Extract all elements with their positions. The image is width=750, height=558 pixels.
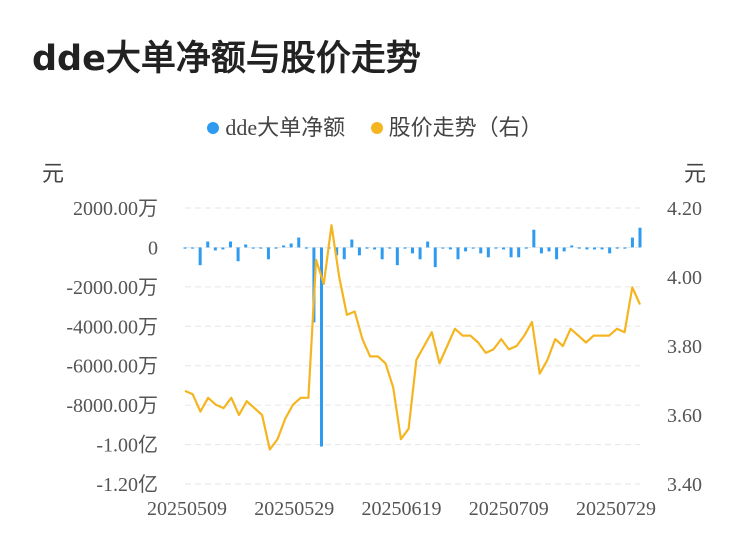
bar <box>494 247 498 249</box>
bar <box>221 247 225 250</box>
bar <box>630 237 634 248</box>
bar <box>608 247 612 254</box>
left-tick-label: -1.20亿 <box>96 473 158 496</box>
legend-dot-price <box>370 121 383 134</box>
bar <box>191 247 195 249</box>
x-tick-label: 20250729 <box>576 498 656 520</box>
bar <box>615 247 619 249</box>
bar <box>183 247 187 249</box>
bar <box>229 241 232 248</box>
line-series <box>184 224 642 451</box>
bar <box>365 247 369 249</box>
bar <box>251 247 255 249</box>
right-tick-label: 4.20 <box>667 198 702 220</box>
bar <box>441 247 445 249</box>
bar <box>502 247 505 250</box>
bar <box>600 247 604 250</box>
x-axis-ticks: 20250509 20250529 20250619 20250709 20250729 <box>147 498 656 520</box>
bar <box>448 247 452 250</box>
bar <box>517 247 521 258</box>
bar <box>509 247 513 258</box>
bar <box>426 241 430 248</box>
chart-title: dde大单净额与股价走势 <box>32 39 421 79</box>
legend-item-price[interactable]: 股价走势（右） <box>370 110 543 142</box>
bar <box>342 247 346 260</box>
bar <box>411 247 414 254</box>
bar-series <box>183 227 642 447</box>
bar <box>236 247 240 262</box>
bar <box>418 247 422 260</box>
right-tick-label: 3.60 <box>667 405 702 427</box>
bar <box>373 247 377 250</box>
bar <box>403 247 407 249</box>
legend-dot-dde <box>207 121 220 134</box>
x-tick-label: 20250709 <box>469 498 549 520</box>
bar <box>320 247 323 447</box>
bar <box>623 247 627 249</box>
bar <box>577 247 581 249</box>
bar <box>433 247 437 268</box>
left-tick-label: -2000.00万 <box>66 277 158 299</box>
bar <box>380 247 384 260</box>
left-tick-label: -8000.00万 <box>66 395 158 417</box>
bar <box>585 247 589 250</box>
bar <box>395 247 399 266</box>
bar <box>471 247 475 249</box>
x-tick-label: 20250509 <box>147 498 227 520</box>
bar <box>479 247 483 254</box>
left-tick-label: -1.00亿 <box>96 434 158 457</box>
bar <box>335 247 339 256</box>
bar <box>350 239 354 248</box>
bar <box>297 237 301 248</box>
bar <box>570 245 574 248</box>
bar <box>274 247 278 249</box>
legend-label-price: 股价走势（右） <box>388 115 543 140</box>
bar <box>304 247 308 249</box>
left-tick-label: 2000.00万 <box>73 198 158 220</box>
bar <box>206 241 210 248</box>
bar <box>357 247 361 256</box>
bar <box>464 247 468 252</box>
left-axis-unit: 元 <box>42 162 65 187</box>
left-tick-label: -4000.00万 <box>66 316 158 338</box>
bar <box>259 247 263 249</box>
right-tick-label: 3.80 <box>667 336 702 358</box>
bar <box>555 247 559 260</box>
bar <box>282 245 286 248</box>
bar <box>593 247 596 250</box>
bar <box>198 247 202 266</box>
legend-label-dde: dde大单净额 <box>225 115 346 140</box>
left-tick-label: -6000.00万 <box>66 356 158 378</box>
x-tick-label: 20250529 <box>254 498 334 520</box>
bar <box>244 244 248 248</box>
left-tick-label: 0 <box>148 237 158 259</box>
right-tick-label: 4.00 <box>667 267 702 289</box>
bar <box>539 247 543 254</box>
bar <box>532 229 536 248</box>
bar <box>213 247 217 251</box>
right-axis-ticks: 4.20 4.00 3.80 3.60 3.40 <box>667 198 702 496</box>
right-tick-label: 3.40 <box>667 474 702 496</box>
legend-item-dde[interactable]: dde大单净额 <box>207 110 345 142</box>
bar <box>486 247 490 258</box>
bar <box>638 227 642 248</box>
x-tick-label: 20250619 <box>362 498 442 520</box>
bar <box>289 243 293 248</box>
chart-legend: dde大单净额 股价走势（右） <box>0 110 750 142</box>
bar <box>524 247 528 249</box>
price-line <box>184 224 642 451</box>
bar <box>266 247 270 260</box>
bar <box>562 247 566 252</box>
bar <box>547 247 551 252</box>
right-axis-unit: 元 <box>684 162 707 187</box>
bar <box>388 247 392 249</box>
left-axis-ticks: 2000.00万 0 -2000.00万 -4000.00万 -6000.00万 -800… <box>66 198 158 496</box>
bar <box>456 247 460 260</box>
